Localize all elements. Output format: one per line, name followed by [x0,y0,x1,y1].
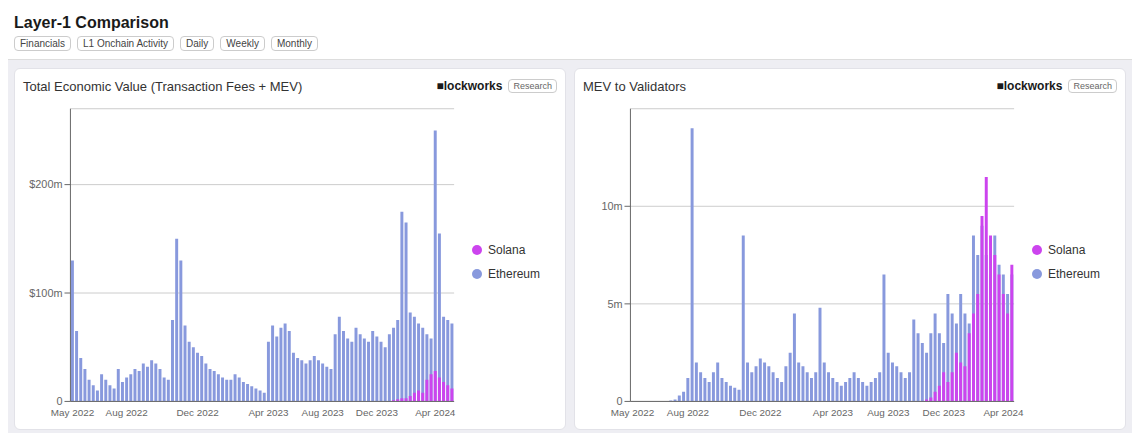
svg-text:May 2022: May 2022 [611,407,654,418]
svg-text:$200m: $200m [29,178,62,190]
html-text:MEV to Validators: MEV to Validators [583,78,687,94]
html-text:Solana: Solana [488,243,526,257]
svg-text:5m: 5m [607,298,622,310]
svg-text:Apr 2024: Apr 2024 [415,407,456,418]
html-text:Ethereum: Ethereum [1048,267,1100,281]
html-text:Ethereum: Ethereum [488,267,540,281]
html-text:Weekly: Weekly [226,38,259,49]
html-text:Layer-1 Comparison: Layer-1 Comparison [14,14,169,31]
html-text:Monthly: Monthly [276,38,312,49]
svg-text:Dec 2023: Dec 2023 [356,407,399,418]
html-text:Financials: Financials [20,38,65,49]
html-text:Research: Research [1073,81,1112,91]
svg-text:Apr 2023: Apr 2023 [813,407,854,418]
svg-text:0: 0 [616,395,622,407]
html-text:Total Economic Value (Transact: Total Economic Value (Transaction Fees +… [23,78,303,94]
svg-text:May 2022: May 2022 [51,407,94,418]
svg-text:Aug 2023: Aug 2023 [302,407,345,418]
svg-text:Aug 2023: Aug 2023 [867,407,910,418]
svg-text:$100m: $100m [29,287,62,299]
html-text:L1 Onchain Activity: L1 Onchain Activity [83,38,169,49]
svg-text:Aug 2022: Aug 2022 [106,407,148,418]
svg-text:Aug 2022: Aug 2022 [667,407,709,418]
svg-text:Dec 2022: Dec 2022 [739,407,781,418]
svg-text:Dec 2022: Dec 2022 [176,407,218,418]
html-text:■lockworks: ■lockworks [436,79,503,93]
html-text:Daily: Daily [186,38,209,49]
svg-text:0: 0 [56,395,62,407]
svg-text:Dec 2023: Dec 2023 [923,407,966,418]
svg-text:Apr 2023: Apr 2023 [248,407,289,418]
html-text:■lockworks: ■lockworks [996,79,1063,93]
svg-text:10m: 10m [601,200,622,212]
svg-text:Apr 2024: Apr 2024 [983,407,1024,418]
html-text:Solana: Solana [1048,243,1086,257]
html-text:Research: Research [513,81,552,91]
